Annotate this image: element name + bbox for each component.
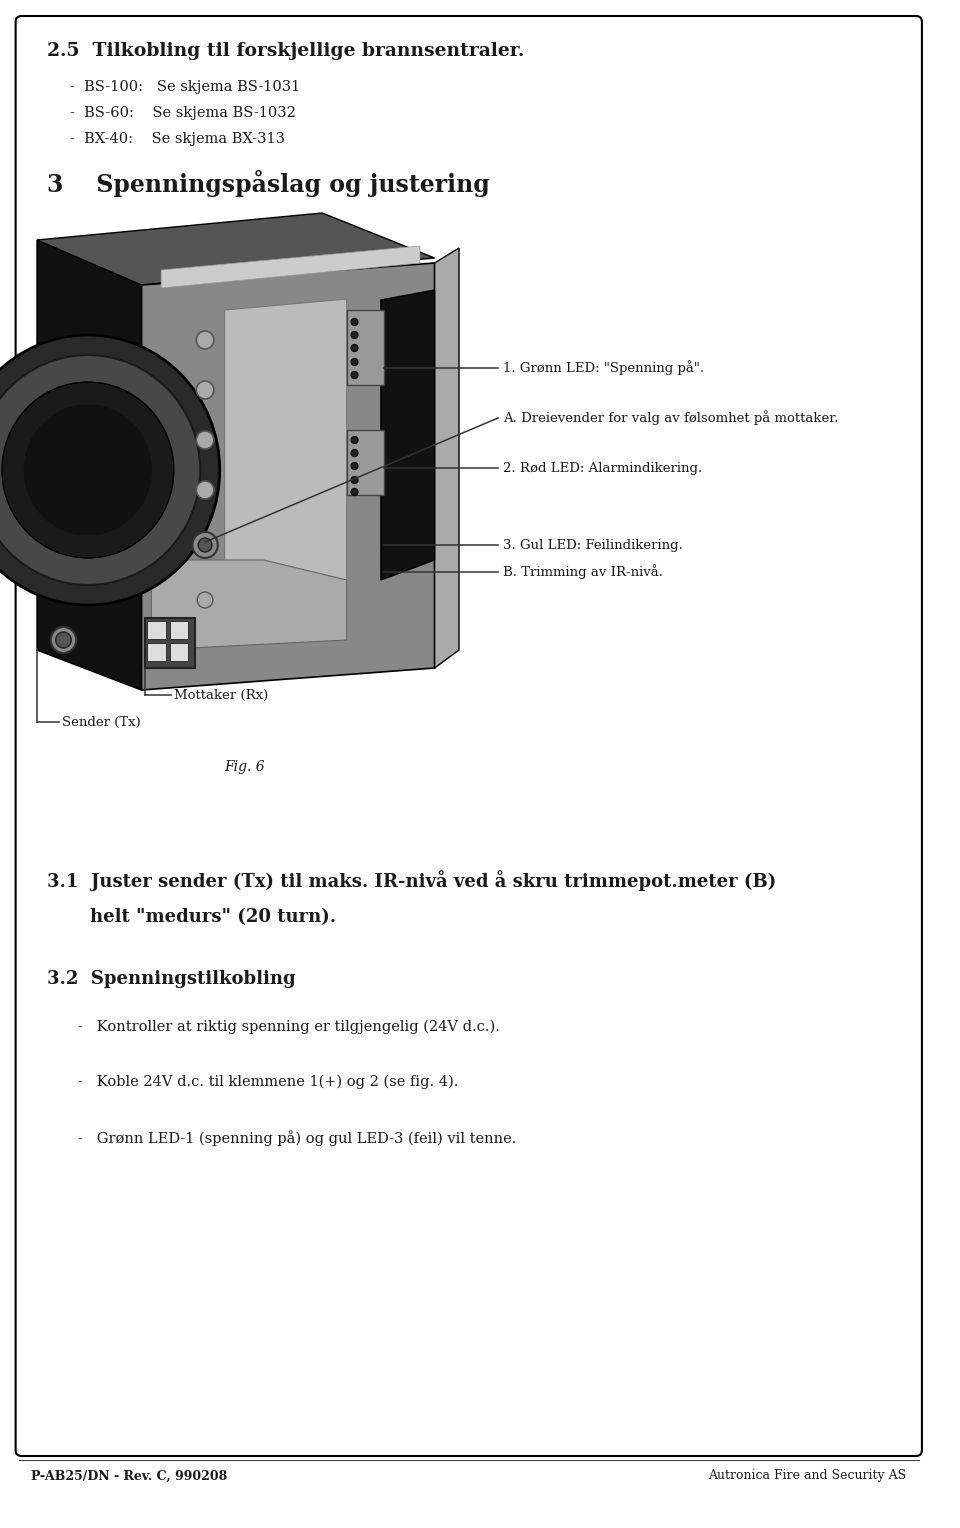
Bar <box>148 620 166 639</box>
Polygon shape <box>142 263 435 691</box>
Circle shape <box>351 449 358 457</box>
Text: -   Kontroller at riktig spenning er tilgjengelig (24V d.c.).: - Kontroller at riktig spenning er tilgj… <box>78 1021 500 1034</box>
Circle shape <box>0 354 201 585</box>
Text: 2. Rød LED: Alarmindikering.: 2. Rød LED: Alarmindikering. <box>503 461 702 475</box>
Circle shape <box>351 463 358 469</box>
Bar <box>170 620 188 639</box>
Polygon shape <box>37 212 435 286</box>
Text: -   Grønn LED-1 (spenning på) og gul LED-3 (feil) vil tenne.: - Grønn LED-1 (spenning på) og gul LED-3… <box>78 1131 516 1146</box>
Bar <box>170 643 188 662</box>
Text: B. Trimming av IR-nivå.: B. Trimming av IR-nivå. <box>503 564 663 579</box>
Circle shape <box>196 332 214 348</box>
Circle shape <box>351 371 358 379</box>
Bar <box>347 429 384 495</box>
Text: 3    Spenningspåslag og justering: 3 Spenningspåslag og justering <box>47 170 490 197</box>
Text: helt "medurs" (20 turn).: helt "medurs" (20 turn). <box>90 908 336 926</box>
Circle shape <box>196 380 214 399</box>
Circle shape <box>24 405 152 535</box>
Polygon shape <box>37 240 142 691</box>
Circle shape <box>0 335 220 605</box>
Circle shape <box>351 359 358 365</box>
Text: P-AB25/DN - Rev. C, 990208: P-AB25/DN - Rev. C, 990208 <box>32 1470 228 1482</box>
Circle shape <box>196 481 214 500</box>
Text: A. Dreievender for valg av følsomhet på mottaker.: A. Dreievender for valg av følsomhet på … <box>503 411 838 425</box>
Text: 3. Gul LED: Feilindikering.: 3. Gul LED: Feilindikering. <box>503 538 683 552</box>
Polygon shape <box>152 559 347 649</box>
Circle shape <box>2 382 174 558</box>
Circle shape <box>56 633 71 648</box>
Polygon shape <box>381 290 435 581</box>
Circle shape <box>199 538 212 552</box>
Text: -   Koble 24V d.c. til klemmene 1(+) og 2 (se fig. 4).: - Koble 24V d.c. til klemmene 1(+) og 2 … <box>78 1076 459 1089</box>
Circle shape <box>351 477 358 483</box>
Polygon shape <box>161 246 420 287</box>
Circle shape <box>351 332 358 339</box>
Circle shape <box>351 318 358 325</box>
Text: Mottaker (Rx): Mottaker (Rx) <box>174 689 268 701</box>
Polygon shape <box>435 248 459 668</box>
Circle shape <box>196 431 214 449</box>
Text: Autronica Fire and Security AS: Autronica Fire and Security AS <box>708 1470 906 1482</box>
Polygon shape <box>225 299 347 610</box>
Circle shape <box>192 532 218 558</box>
Circle shape <box>351 344 358 351</box>
Text: 2.5  Tilkobling til forskjellige brannsentraler.: 2.5 Tilkobling til forskjellige brannsen… <box>47 41 524 60</box>
Bar <box>148 643 166 662</box>
FancyBboxPatch shape <box>15 15 922 1456</box>
Circle shape <box>51 626 76 652</box>
Bar <box>347 310 384 385</box>
Text: Sender (Tx): Sender (Tx) <box>61 715 140 729</box>
Circle shape <box>197 591 213 608</box>
Text: 3.2  Spenningstilkobling: 3.2 Spenningstilkobling <box>47 970 296 989</box>
Text: Fig. 6: Fig. 6 <box>225 759 265 775</box>
Text: -  BX-40:    Se skjema BX-313: - BX-40: Se skjema BX-313 <box>70 131 285 147</box>
Text: -  BS-100:   Se skjema BS-1031: - BS-100: Se skjema BS-1031 <box>70 79 300 95</box>
Text: 3.1  Juster sender (Tx) til maks. IR-nivå ved å skru trimmepot.meter (B): 3.1 Juster sender (Tx) til maks. IR-nivå… <box>47 869 776 891</box>
Bar <box>145 617 195 668</box>
Circle shape <box>351 437 358 443</box>
Text: -  BS-60:    Se skjema BS-1032: - BS-60: Se skjema BS-1032 <box>70 105 297 121</box>
Text: 1. Grønn LED: "Spenning på".: 1. Grønn LED: "Spenning på". <box>503 361 704 376</box>
Circle shape <box>351 489 358 495</box>
